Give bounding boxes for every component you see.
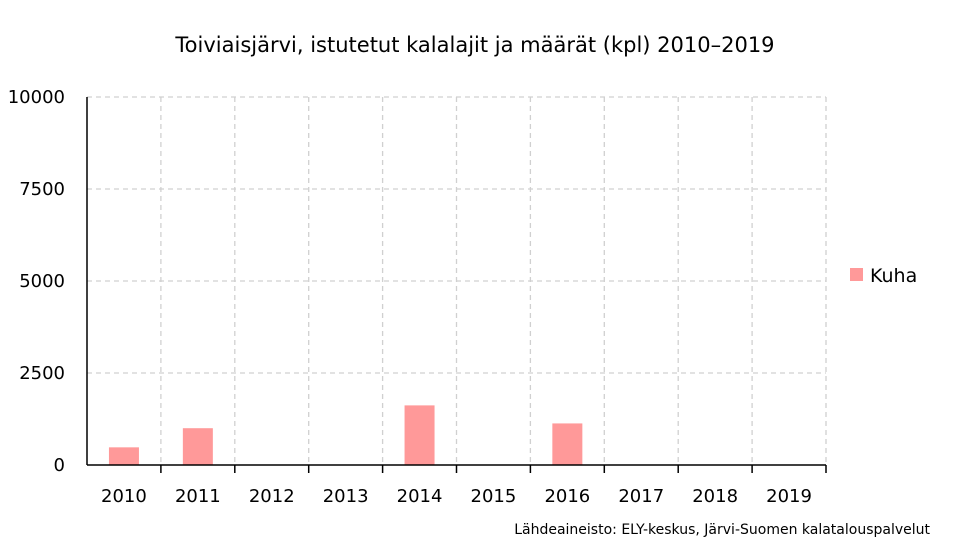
y-axis-labels: 0 2500 5000 7500 10000 (8, 87, 65, 476)
y-tick-label: 5000 (19, 271, 65, 292)
bars (108, 405, 583, 465)
x-axis-ticks (160, 465, 827, 473)
x-tick-label: 2017 (618, 486, 664, 507)
y-tick-label: 0 (54, 455, 65, 476)
x-tick-label: 2010 (101, 486, 147, 507)
x-tick-label: 2011 (175, 486, 221, 507)
x-tick-label: 2012 (249, 486, 295, 507)
x-tick-label: 2018 (692, 486, 738, 507)
legend: Kuha (850, 265, 917, 287)
y-tick-label: 7500 (19, 179, 65, 200)
y-tick-label: 10000 (8, 87, 65, 108)
legend-label-kuha: Kuha (870, 265, 917, 287)
source-note: Lähdeaineisto: ELY-keskus, Järvi-Suomen … (514, 522, 930, 538)
chart-title: Toiviaisjärvi, istutetut kalalajit ja mä… (174, 33, 774, 57)
x-tick-label: 2014 (397, 486, 443, 507)
x-tick-label: 2016 (544, 486, 590, 507)
x-tick-label: 2019 (766, 486, 812, 507)
x-tick-label: 2015 (471, 486, 517, 507)
bar-kuha-2010 (108, 447, 139, 465)
grid (87, 96, 827, 465)
bar-kuha-2011 (182, 428, 213, 465)
x-tick-label: 2013 (323, 486, 369, 507)
bar-kuha-2016 (552, 423, 583, 465)
y-tick-label: 2500 (19, 363, 65, 384)
bar-kuha-2014 (404, 405, 435, 465)
legend-swatch-kuha (850, 268, 863, 281)
x-axis-labels: 2010 2011 2012 2013 2014 2015 2016 2017 2018 2019 (101, 486, 812, 507)
